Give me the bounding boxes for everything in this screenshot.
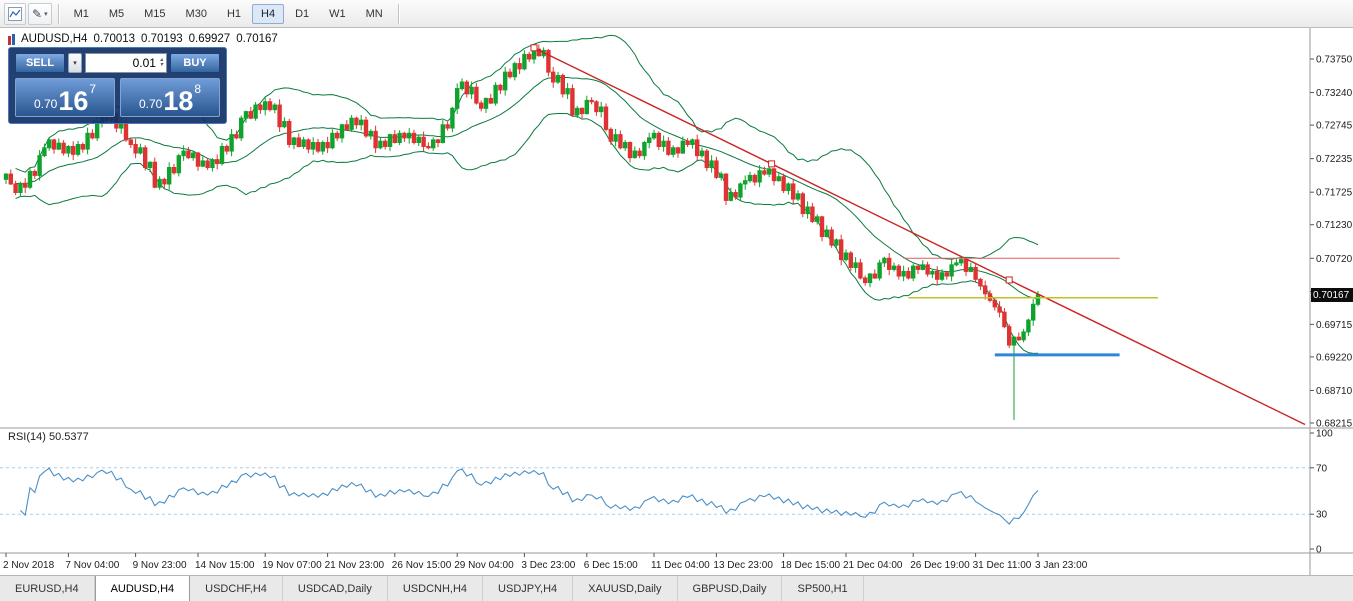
time-axis-label: 7 Nov 04:00	[65, 560, 119, 571]
bollinger-lower-band[interactable]	[15, 113, 1039, 354]
bid-prefix: 0.70	[33, 97, 58, 111]
chart-tab-gbpusd[interactable]: GBPUSD,Daily	[678, 576, 783, 601]
chart-tab-sp500[interactable]: SP500,H1	[782, 576, 864, 601]
volume-input[interactable]: 0.01 ▴ ▾	[85, 53, 167, 73]
rsi-axis-label: 70	[1316, 463, 1328, 474]
toolbar-separator	[397, 3, 399, 24]
trendline-handle[interactable]	[530, 44, 538, 52]
volume-down-icon[interactable]: ▾	[159, 62, 163, 68]
price-axis-label: 0.72235	[1316, 154, 1353, 165]
time-axis-label: 26 Nov 15:00	[392, 560, 452, 571]
volume-value: 0.01	[132, 56, 156, 70]
current-price-tag: 0.70167	[1311, 288, 1353, 302]
ask-sup: 8	[194, 82, 202, 96]
time-axis-label: 13 Dec 23:00	[713, 560, 773, 571]
timeframe-m15[interactable]: M15	[135, 4, 174, 24]
chart-tab-audusd[interactable]: AUDUSD,H4	[94, 576, 191, 601]
time-axis-label: 14 Nov 15:00	[195, 560, 255, 571]
price-axis-label: 0.68710	[1316, 386, 1353, 397]
ask-prefix: 0.70	[138, 97, 163, 111]
price-axis-label: 0.68215	[1316, 418, 1353, 429]
chart-title-symbol: AUDUSD,H4	[21, 33, 88, 45]
one-click-trading-panel: SELL ▾ 0.01 ▴ ▾ BUY 0.70 16 7 0.70 18 8	[8, 47, 227, 124]
chart-tab-usdjpy[interactable]: USDJPY,H4	[483, 576, 574, 601]
rsi-value: 50.5377	[48, 431, 89, 443]
drawing-tools-dropdown[interactable]: ✎ ▾	[28, 2, 52, 25]
chart-title-high: 0.70193	[141, 33, 183, 45]
price-axis-label: 0.71725	[1316, 188, 1353, 199]
chart-tab-usdcad[interactable]: USDCAD,Daily	[283, 576, 388, 601]
rsi-line	[20, 467, 1039, 525]
volume-spinner[interactable]: ▴ ▾	[159, 57, 163, 68]
timeframe-mn[interactable]: MN	[357, 4, 392, 24]
time-axis-label: 21 Nov 23:00	[325, 560, 385, 571]
price-axis-label: 0.73240	[1316, 88, 1353, 99]
time-axis-label: 29 Nov 04:00	[454, 560, 514, 571]
timeframe-m5[interactable]: M5	[100, 4, 133, 24]
time-axis-label: 6 Dec 15:00	[584, 560, 638, 571]
price-axis-label: 0.69220	[1316, 352, 1353, 363]
chart-title-close: 0.70167	[236, 33, 278, 45]
price-axis-label: 0.73750	[1316, 55, 1353, 66]
time-axis-label: 18 Dec 15:00	[781, 560, 841, 571]
bid-sup: 7	[89, 82, 97, 96]
rsi-axis-label: 100	[1316, 429, 1333, 440]
chart-title: AUDUSD,H4 0.70013 0.70193 0.69927 0.7016…	[8, 33, 278, 45]
chart-icon[interactable]	[4, 2, 26, 25]
chart-tab-xauusd[interactable]: XAUUSD,Daily	[573, 576, 678, 601]
bollinger-middle-band[interactable]	[15, 76, 1039, 300]
chart-tabbar: EURUSD,H4 AUDUSD,H4 USDCHF,H4 USDCAD,Daily U…	[0, 575, 1353, 601]
chart-tab-usdchf[interactable]: USDCHF,H4	[190, 576, 283, 601]
rsi-indicator-label: RSI(14) 50.5377	[8, 431, 89, 443]
price-axis-label: 0.71230	[1316, 220, 1353, 231]
timeframe-m30[interactable]: M30	[177, 4, 216, 24]
time-axis-label: 11 Dec 04:00	[651, 560, 710, 571]
rsi-axis-label: 30	[1316, 510, 1328, 521]
bid-big: 16	[58, 86, 89, 116]
time-axis-label: 3 Jan 23:00	[1035, 560, 1088, 571]
rsi-name: RSI(14)	[8, 431, 46, 443]
ask-quote[interactable]: 0.70 18 8	[120, 78, 220, 117]
timeframe-w1[interactable]: W1	[320, 4, 355, 24]
volume-preset-dropdown[interactable]: ▾	[68, 53, 82, 73]
timeframe-d1[interactable]: D1	[286, 4, 318, 24]
timeframe-h1[interactable]: H1	[218, 4, 250, 24]
time-axis-label: 19 Nov 07:00	[262, 560, 322, 571]
pencil-icon: ✎	[32, 6, 43, 21]
main-toolbar: ✎ ▾ M1 M5 M15 M30 H1 H4 D1 W1 MN	[0, 0, 1353, 28]
time-axis-label: 21 Dec 04:00	[843, 560, 903, 571]
bid-quote[interactable]: 0.70 16 7	[15, 78, 115, 117]
timeframe-h4[interactable]: H4	[252, 3, 285, 24]
volume-up-icon[interactable]: ▴	[159, 57, 163, 63]
time-axis-label: 9 Nov 23:00	[133, 560, 187, 571]
chart-title-low: 0.69927	[188, 33, 231, 45]
bullish-candles	[3, 46, 1041, 421]
time-axis-label: 26 Dec 19:00	[910, 560, 970, 571]
chart-tab-usdcnh[interactable]: USDCNH,H4	[388, 576, 484, 601]
bearish-candles	[8, 44, 1021, 349]
timeframe-m1[interactable]: M1	[65, 4, 98, 24]
price-axis-label: 0.69715	[1316, 320, 1353, 331]
toolbar-separator	[57, 3, 59, 24]
mini-chart-icon	[8, 6, 22, 21]
chart-tab-eurusd[interactable]: EURUSD,H4	[0, 576, 95, 601]
trendline-handle[interactable]	[1005, 276, 1013, 284]
candlestick-icon	[8, 33, 15, 45]
price-axis-label: 0.70720	[1316, 254, 1353, 265]
time-axis-label: 2 Nov 2018	[3, 560, 55, 571]
buy-button[interactable]: BUY	[170, 53, 220, 73]
ask-big: 18	[163, 86, 194, 116]
time-axis-label: 3 Dec 23:00	[521, 560, 575, 571]
descending-trendline[interactable]	[533, 47, 1306, 426]
time-axis-label: 31 Dec 11:00	[973, 560, 1032, 571]
rsi-axis-label: 0	[1316, 545, 1322, 556]
timeframe-group: M1 M5 M15 M30 H1 H4 D1 W1 MN	[64, 3, 393, 24]
price-axis-label: 0.72745	[1316, 121, 1353, 132]
trendline-handle[interactable]	[768, 160, 776, 168]
sell-button[interactable]: SELL	[15, 53, 65, 73]
chevron-down-icon: ▾	[44, 10, 48, 18]
chart-title-open: 0.70013	[93, 33, 136, 45]
